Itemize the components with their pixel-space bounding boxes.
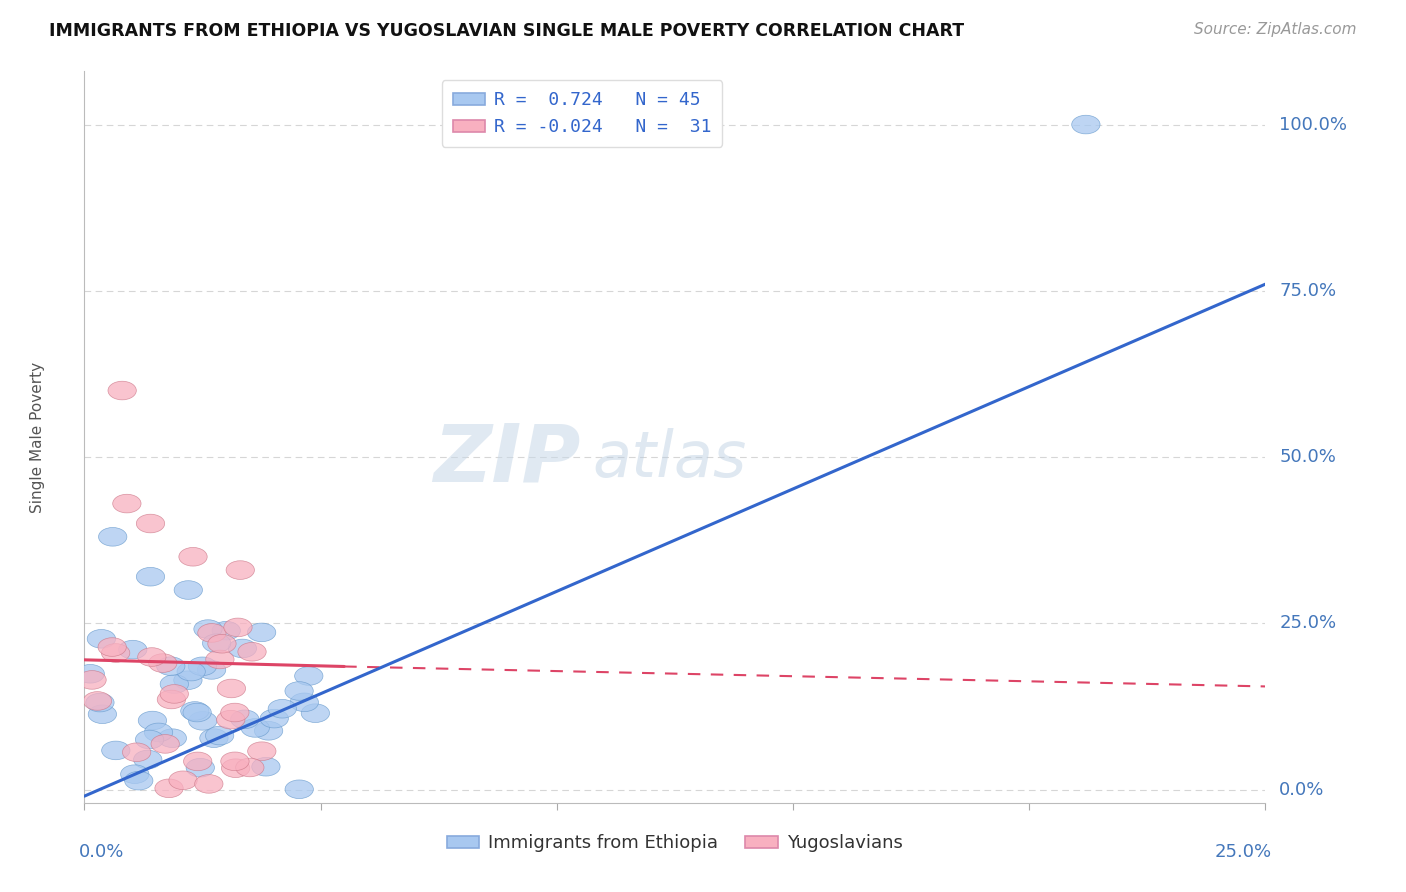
Ellipse shape <box>157 729 187 747</box>
Ellipse shape <box>136 514 165 533</box>
Ellipse shape <box>101 644 129 662</box>
Ellipse shape <box>188 657 217 675</box>
Ellipse shape <box>269 699 297 718</box>
Ellipse shape <box>295 666 323 685</box>
Ellipse shape <box>125 772 153 790</box>
Ellipse shape <box>194 620 222 639</box>
Ellipse shape <box>221 703 249 722</box>
Text: IMMIGRANTS FROM ETHIOPIA VS YUGOSLAVIAN SINGLE MALE POVERTY CORRELATION CHART: IMMIGRANTS FROM ETHIOPIA VS YUGOSLAVIAN … <box>49 22 965 40</box>
Ellipse shape <box>86 693 114 712</box>
Text: 50.0%: 50.0% <box>1279 448 1336 466</box>
Ellipse shape <box>194 774 224 793</box>
Text: 0.0%: 0.0% <box>79 843 124 861</box>
Ellipse shape <box>247 742 276 761</box>
Text: ZIP: ZIP <box>433 420 581 498</box>
Ellipse shape <box>149 654 177 673</box>
Ellipse shape <box>98 527 127 546</box>
Ellipse shape <box>197 661 226 679</box>
Ellipse shape <box>179 548 207 566</box>
Ellipse shape <box>122 743 150 762</box>
Ellipse shape <box>77 671 107 690</box>
Ellipse shape <box>160 685 188 703</box>
Ellipse shape <box>136 567 165 586</box>
Ellipse shape <box>183 703 211 722</box>
Ellipse shape <box>135 731 163 749</box>
Ellipse shape <box>138 648 166 666</box>
Ellipse shape <box>205 726 233 745</box>
Ellipse shape <box>198 624 226 642</box>
Ellipse shape <box>236 758 264 777</box>
Ellipse shape <box>200 729 228 747</box>
Ellipse shape <box>89 705 117 723</box>
Ellipse shape <box>260 709 288 728</box>
Ellipse shape <box>205 650 233 669</box>
Ellipse shape <box>254 722 283 740</box>
Ellipse shape <box>208 634 236 653</box>
Text: 0.0%: 0.0% <box>1279 780 1324 798</box>
Text: 25.0%: 25.0% <box>1279 615 1337 632</box>
Ellipse shape <box>1071 115 1099 134</box>
Ellipse shape <box>157 690 186 709</box>
Ellipse shape <box>76 665 104 683</box>
Ellipse shape <box>150 735 180 753</box>
Ellipse shape <box>101 741 129 760</box>
Text: 25.0%: 25.0% <box>1215 843 1271 861</box>
Ellipse shape <box>221 752 249 771</box>
Ellipse shape <box>121 764 149 783</box>
Ellipse shape <box>285 681 314 700</box>
Ellipse shape <box>217 710 245 729</box>
Ellipse shape <box>228 640 256 657</box>
Ellipse shape <box>252 757 280 776</box>
Ellipse shape <box>222 759 250 778</box>
Ellipse shape <box>108 381 136 400</box>
Ellipse shape <box>174 581 202 599</box>
Ellipse shape <box>87 630 115 648</box>
Ellipse shape <box>212 622 240 640</box>
Ellipse shape <box>177 662 205 681</box>
Ellipse shape <box>155 779 183 797</box>
Ellipse shape <box>218 679 246 698</box>
Ellipse shape <box>301 704 329 723</box>
Ellipse shape <box>156 657 186 675</box>
Ellipse shape <box>174 671 202 690</box>
Text: Single Male Poverty: Single Male Poverty <box>30 361 45 513</box>
Ellipse shape <box>238 642 266 661</box>
Ellipse shape <box>240 719 270 738</box>
Ellipse shape <box>202 634 231 653</box>
Text: 100.0%: 100.0% <box>1279 116 1347 134</box>
Ellipse shape <box>188 712 217 731</box>
Text: atlas: atlas <box>592 428 747 490</box>
Ellipse shape <box>186 758 215 777</box>
Ellipse shape <box>224 618 252 637</box>
Ellipse shape <box>138 711 166 730</box>
Ellipse shape <box>181 702 209 721</box>
Ellipse shape <box>231 710 259 729</box>
Ellipse shape <box>226 561 254 580</box>
Ellipse shape <box>83 691 111 710</box>
Ellipse shape <box>118 640 146 659</box>
Ellipse shape <box>290 693 319 712</box>
Ellipse shape <box>134 750 162 769</box>
Ellipse shape <box>285 780 314 798</box>
Ellipse shape <box>169 771 197 789</box>
Ellipse shape <box>247 624 276 641</box>
Ellipse shape <box>145 723 173 742</box>
Text: Source: ZipAtlas.com: Source: ZipAtlas.com <box>1194 22 1357 37</box>
Ellipse shape <box>98 638 127 657</box>
Text: 75.0%: 75.0% <box>1279 282 1337 300</box>
Legend: Immigrants from Ethiopia, Yugoslavians: Immigrants from Ethiopia, Yugoslavians <box>440 827 910 860</box>
Ellipse shape <box>160 674 188 693</box>
Ellipse shape <box>112 494 141 513</box>
Ellipse shape <box>184 752 212 771</box>
